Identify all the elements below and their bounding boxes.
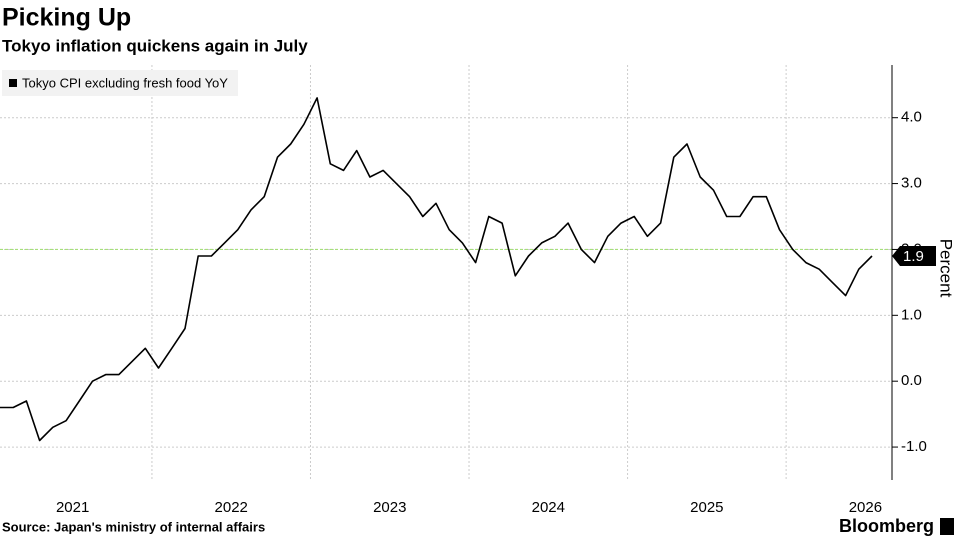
y-tick-label: 4.0: [901, 109, 922, 126]
legend: Tokyo CPI excluding fresh food YoY: [2, 70, 238, 96]
legend-label: Tokyo CPI excluding fresh food YoY: [22, 75, 228, 90]
brand-icon: [940, 518, 954, 535]
legend-swatch: [9, 79, 17, 87]
x-tick-label: 2022: [215, 499, 248, 516]
x-tick-label: 2026: [849, 499, 882, 516]
last-value-badge: [892, 246, 936, 267]
y-tick-label: 0.0: [901, 372, 922, 389]
chart-subtitle: Tokyo inflation quickens again in July: [2, 36, 308, 55]
x-tick-label: 2025: [690, 499, 723, 516]
x-tick-label: 2024: [532, 499, 565, 516]
brand: Bloomberg: [839, 516, 934, 536]
x-tick-label: 2021: [56, 499, 89, 516]
last-value-label: 1.9: [903, 248, 924, 265]
legend-box: [2, 70, 238, 96]
source: Source: Japan's ministry of internal aff…: [2, 519, 265, 534]
y-tick-label: -1.0: [901, 438, 927, 455]
y-tick-label: 3.0: [901, 175, 922, 192]
y-tick-label: 1.0: [901, 306, 922, 323]
y-axis-label: Percent: [937, 239, 956, 298]
x-tick-label: 2023: [373, 499, 406, 516]
line: [0, 97, 873, 442]
chart-title: Picking Up: [2, 4, 131, 32]
